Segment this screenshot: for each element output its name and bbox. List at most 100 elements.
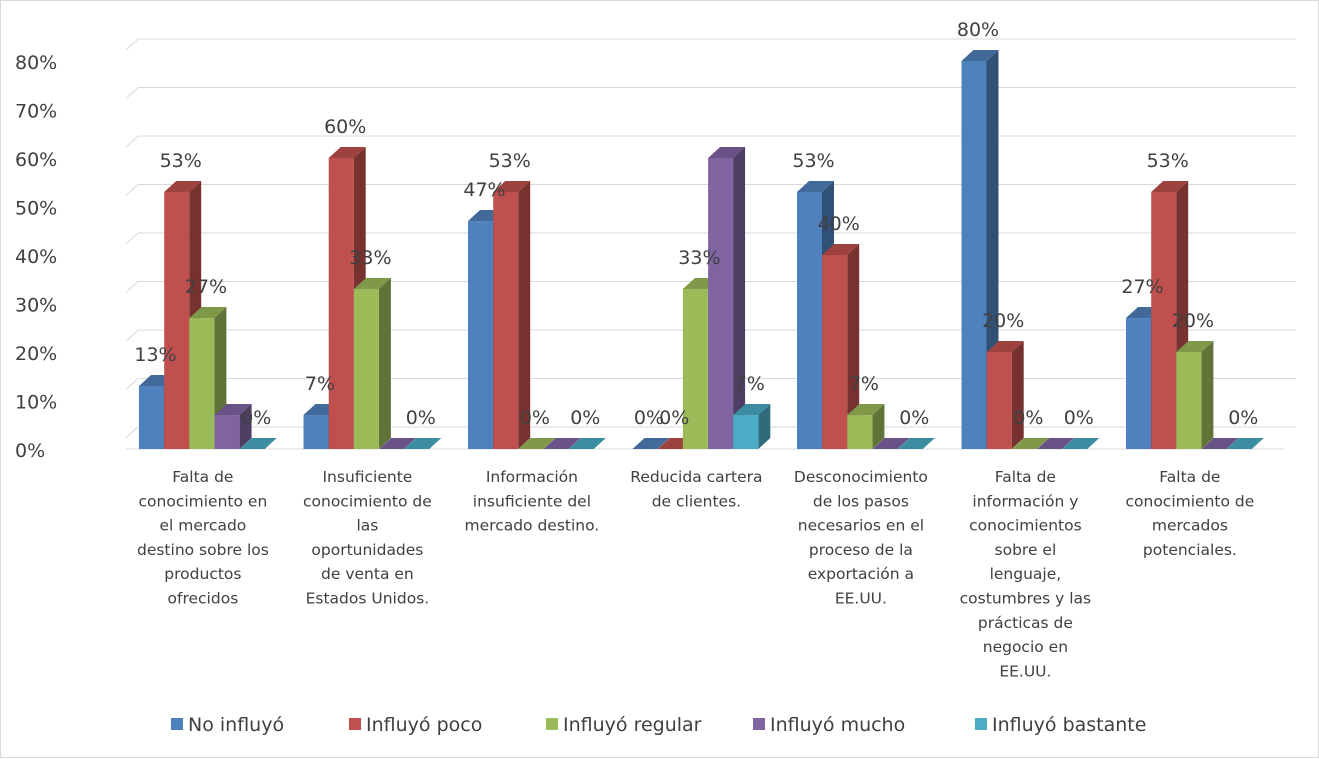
y-tick-label: 70% [15,101,57,123]
grid-line-diagonal [125,281,139,293]
grid-line-diagonal [125,232,139,245]
data-label: 0% [520,407,550,429]
data-label: 20% [982,310,1024,332]
data-label: 27% [1121,276,1163,298]
bar [1151,191,1177,449]
grid-line-diagonal [125,329,139,342]
data-label: 0% [1013,407,1043,429]
bar-top [214,404,252,416]
bar [328,158,354,449]
data-label: 33% [349,247,391,269]
data-label: 0% [1064,407,1094,429]
bar-top [632,438,670,449]
data-label: 80% [957,19,999,41]
data-label: 33% [678,247,720,269]
data-label: 7% [849,373,879,395]
data-label: 40% [818,213,860,235]
legend-label: Influyó mucho [770,714,905,736]
data-label: 0% [570,407,600,429]
data-label: 53% [792,150,834,172]
data-label: 0% [659,407,689,429]
category-label: Insuficiente conocimiento de las oportunida… [303,468,432,608]
grid-line-diagonal [125,38,139,51]
bar [986,352,1012,449]
bar [303,415,329,449]
data-label: 20% [1172,310,1214,332]
bar-top [847,404,885,416]
y-tick-label: 60% [15,149,57,171]
bar-top [1151,180,1189,192]
data-label: 7% [305,373,335,395]
category-label: Reducida cartera de clientes. [630,468,762,510]
bar-top [239,438,277,449]
y-tick-label: 30% [15,295,57,317]
bar-side [378,277,391,449]
data-label: 53% [1147,150,1189,172]
bar [353,288,379,449]
bar [822,255,848,449]
legend-swatch [975,718,987,730]
legend-label: Influyó bastante [992,714,1146,736]
bar-top [493,180,531,192]
bar-side [518,180,531,449]
data-label: 0% [1228,407,1258,429]
y-tick-label: 20% [15,343,57,365]
bar-top [543,438,581,449]
bar-top [1226,438,1264,449]
category-label: Información insuficiente del mercado desti… [465,468,600,535]
bar-side [1011,341,1024,449]
bar-top [1201,438,1239,449]
bar-top [797,180,834,192]
bar-top [708,147,746,158]
data-label: 0% [634,407,664,429]
bar-top [872,438,910,449]
y-tick-label: 80% [15,52,57,74]
bar-side [847,244,860,449]
data-label: 0% [899,407,929,429]
data-label: 60% [324,116,366,138]
bar [847,415,873,449]
legend-label: Influyó poco [366,714,482,736]
data-label: 53% [489,150,531,172]
category-label: Falta de información y conocimientos sobre … [960,468,1091,680]
bar [214,415,240,449]
data-label: 53% [160,150,202,172]
bar-side [239,404,252,449]
data-label: 0% [406,407,436,429]
category-label: Falta de conocimiento en el mercado destino… [137,468,269,608]
bar [733,415,759,449]
bar [1176,352,1202,449]
category-label: Falta de conocimiento de mercados potencial… [1126,468,1255,559]
bar [708,158,734,449]
bar-top [353,277,391,289]
bar-top [189,307,227,319]
y-tick-label: 40% [15,246,57,268]
y-tick-label: 10% [15,392,57,414]
bar-top [1011,438,1049,449]
category-label: Desconocimiento de los pasos necesarios en… [794,468,928,608]
grid-line-diagonal [125,87,139,99]
data-label: 7% [735,373,765,395]
legend-swatch [171,718,183,730]
bar [164,191,190,449]
bar [797,191,822,449]
grid-line-diagonal [125,184,139,196]
bar-top [379,438,417,449]
bar-top [518,438,556,449]
legend-label: No influyó [188,714,284,736]
bar [493,191,519,449]
legend-swatch [546,718,558,730]
data-label: 13% [134,344,176,366]
bar-top [328,147,366,158]
bar-side [1201,341,1214,449]
data-label: 47% [463,179,505,201]
grid-line-diagonal [125,135,139,148]
bar-side [872,404,885,449]
bar-top [822,244,860,255]
data-label: 27% [185,276,227,298]
bar [1126,318,1151,449]
legend-swatch [349,718,361,730]
bar-top [897,438,935,449]
